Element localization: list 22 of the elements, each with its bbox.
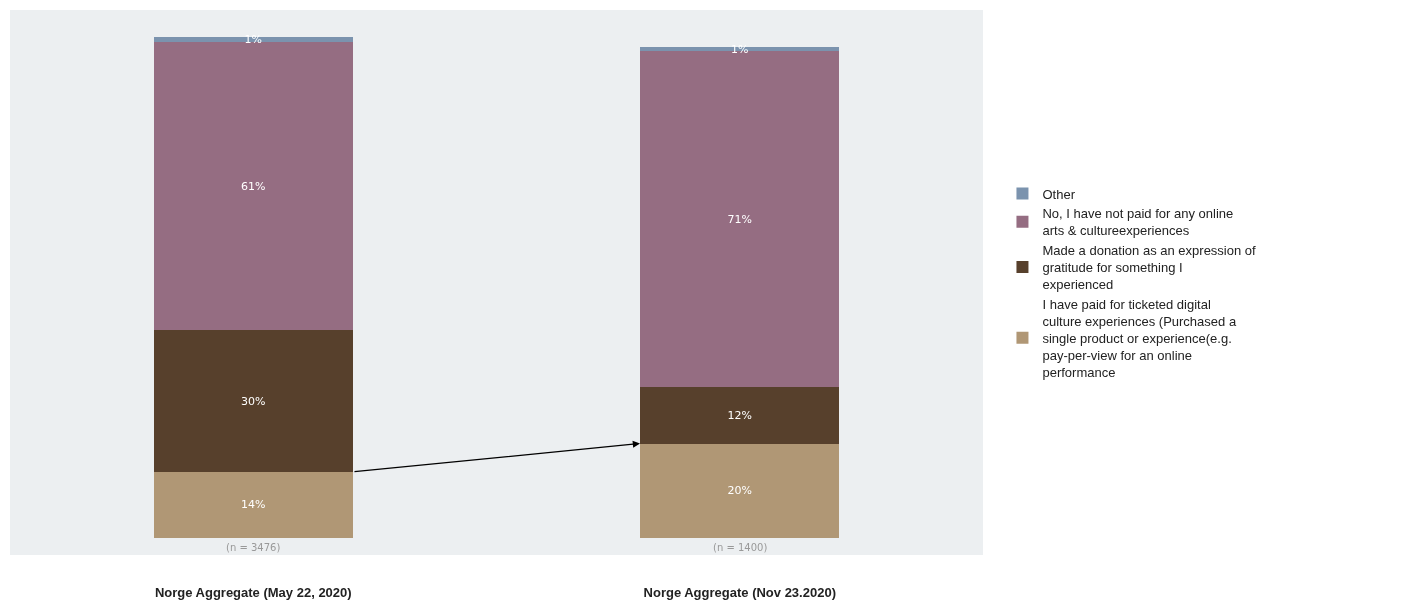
bar bbox=[640, 386, 840, 444]
legend-label: Made a donation as an expression of gratitude for something I experienced bbox=[1042, 243, 1257, 293]
bar bbox=[153, 330, 353, 472]
data-label: 1% bbox=[244, 33, 262, 47]
data-label: 61% bbox=[241, 179, 266, 193]
bar bbox=[153, 41, 353, 331]
bar bbox=[153, 471, 353, 538]
data-label: 20% bbox=[727, 484, 752, 498]
x-tick-label: Norge Aggregate (Nov 23.2020) bbox=[643, 585, 836, 600]
text: (n = 3476) bbox=[226, 542, 281, 553]
legend-label: Other bbox=[1042, 186, 1076, 202]
x-tick-label: Norge Aggregate (May 22, 2020) bbox=[154, 585, 352, 600]
text: (n = 1400) bbox=[713, 542, 768, 553]
data-label: 14% bbox=[241, 498, 266, 512]
data-label: 71% bbox=[727, 212, 752, 226]
legend-label: I have paid for ticketed digital culture experiences (Purchased a single product or experience(e.g. pay-per-view for an online performance bbox=[1042, 296, 1237, 380]
bar bbox=[640, 443, 840, 538]
bar bbox=[153, 37, 353, 42]
legend-label: No, I have not paid for any online arts & cultureexperiences bbox=[1042, 206, 1234, 239]
data-label: 12% bbox=[727, 408, 752, 422]
data-label: 30% bbox=[241, 394, 266, 408]
bar bbox=[640, 51, 840, 387]
